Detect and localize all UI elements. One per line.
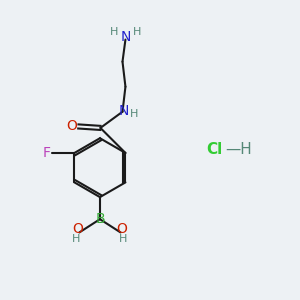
Text: H: H (130, 109, 138, 119)
Text: B: B (95, 212, 105, 226)
Text: N: N (118, 104, 129, 118)
Text: H: H (72, 234, 81, 244)
Text: Cl: Cl (207, 142, 223, 158)
Text: N: N (120, 30, 130, 44)
Text: F: F (43, 146, 51, 160)
Text: —H: —H (225, 142, 252, 158)
Text: O: O (66, 119, 77, 133)
Text: H: H (110, 27, 118, 37)
Text: H: H (119, 234, 128, 244)
Text: H: H (132, 27, 141, 37)
Text: O: O (117, 222, 128, 236)
Text: O: O (72, 222, 83, 236)
